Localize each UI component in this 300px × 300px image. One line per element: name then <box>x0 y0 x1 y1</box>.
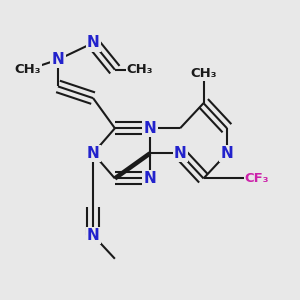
Text: N: N <box>87 35 100 50</box>
Text: N: N <box>52 52 64 67</box>
Text: N: N <box>220 146 233 161</box>
Text: CH₃: CH₃ <box>15 63 41 76</box>
Text: N: N <box>174 146 187 161</box>
Text: N: N <box>144 171 156 186</box>
Text: N: N <box>87 146 100 161</box>
Text: N: N <box>87 228 100 243</box>
Text: N: N <box>144 121 156 136</box>
Text: CH₃: CH₃ <box>190 67 217 80</box>
Text: CH₃: CH₃ <box>127 63 153 76</box>
Text: CF₃: CF₃ <box>245 172 269 185</box>
